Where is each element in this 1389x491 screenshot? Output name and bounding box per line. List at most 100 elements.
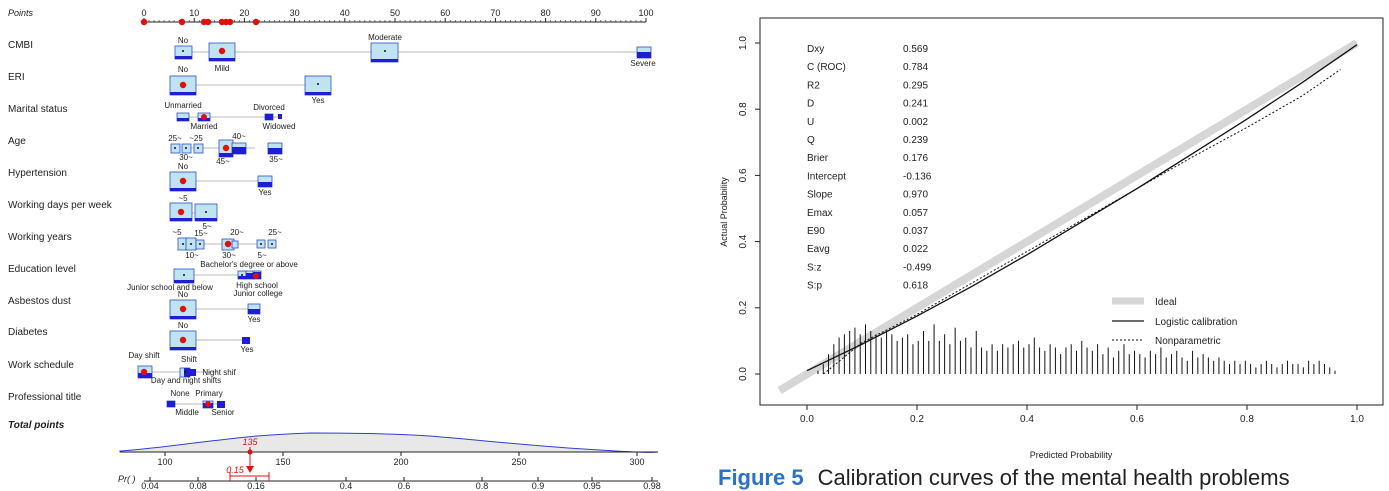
stat-name: D: [807, 99, 814, 110]
points-tick-label: 0: [141, 8, 146, 18]
stat-name: E90: [807, 226, 825, 237]
stat-name: Eavg: [807, 244, 830, 255]
var-label-eri: ERI: [8, 72, 25, 83]
stat-value: 0.970: [903, 190, 928, 201]
points-tick-label: 40: [340, 8, 350, 18]
pr-tick-label: 0.98: [643, 481, 661, 490]
var-label-asbestos: Asbestos dust: [8, 296, 71, 307]
var-label-work-schedule: Work schedule: [8, 360, 74, 371]
level-label: Divorced: [253, 103, 285, 112]
ideal-line: [777, 39, 1360, 395]
level-label: No: [178, 321, 189, 330]
level-label: Married: [190, 122, 217, 131]
stat-value: 0.295: [903, 80, 928, 91]
stat-name: Brier: [807, 153, 829, 164]
points-tick-label: 60: [440, 8, 450, 18]
x-tick-label: 0.6: [1130, 414, 1144, 425]
pr-tick-label: 0.4: [340, 481, 353, 490]
stat-name: Slope: [807, 190, 833, 201]
var-label-age: Age: [8, 136, 26, 147]
figure-caption-text: Calibration curves of the mental health …: [817, 465, 1290, 490]
logistic-calibration-line: [806, 44, 1358, 372]
level-label: Widowed: [263, 122, 296, 131]
level-label: 15~: [194, 229, 208, 238]
level-label: 25~: [168, 134, 182, 143]
level-label: Junior college: [233, 289, 283, 298]
total-points-label: Total points: [8, 420, 65, 431]
level-label: Yes: [247, 315, 260, 324]
level-label: Night shif: [202, 368, 236, 377]
nomogram: Points 0 10 20 30 40 50 60 70 80 90 100 CMBI ERI M…: [8, 8, 661, 490]
level-label: Day and night shifts: [151, 376, 221, 385]
legend-logistic-label: Logistic calibration: [1155, 317, 1237, 328]
level-label: ~25: [189, 134, 203, 143]
var-label-working-days: Working days per week: [8, 200, 113, 211]
points-tick-label: 50: [390, 8, 400, 18]
level-label: 5~: [257, 251, 266, 260]
stat-value: 0.176: [903, 153, 928, 164]
stat-value: 0.241: [903, 99, 928, 110]
stat-name: Emax: [807, 208, 833, 219]
level-label: Yes: [311, 96, 324, 105]
total-points-value: 135: [242, 437, 258, 447]
level-label: 20~: [230, 228, 244, 237]
level-label: 35~: [269, 155, 283, 164]
points-row-label: Points: [8, 8, 34, 18]
stat-name: Q: [807, 135, 815, 146]
stat-value: 0.057: [903, 208, 928, 219]
level-boxes: [137, 42, 652, 409]
calibration-chart: 0.0 0.2 0.4 0.6 0.8 1.0 0.0 0.2 0.4 0.6 0.8 1.0 Pr…: [719, 17, 1384, 460]
var-label-hypertension: Hypertension: [8, 168, 67, 179]
level-label: No: [178, 36, 189, 45]
x-tick-label: 0.2: [910, 414, 924, 425]
total-tick-label: 300: [629, 457, 644, 467]
total-tick-label: 250: [511, 457, 526, 467]
var-label-professional-title: Professional title: [8, 392, 82, 403]
y-tick-label: 0.0: [738, 367, 749, 381]
level-label: 45~: [216, 157, 230, 166]
pr-tick-label: 0.6: [398, 481, 411, 490]
level-label: 5~: [202, 222, 211, 231]
level-label: Unmarried: [164, 101, 201, 110]
legend: Ideal Logistic calibration Nonparametric: [1112, 297, 1237, 347]
level-label: ~5: [172, 228, 182, 237]
points-tick-label: 20: [239, 8, 249, 18]
pr-tick-label: 0.16: [247, 481, 265, 490]
x-tick-label: 0.4: [1020, 414, 1034, 425]
nonparametric-line: [823, 69, 1341, 375]
level-label: No: [178, 65, 189, 74]
var-label-working-years: Working years: [8, 232, 72, 243]
level-label: 10~: [185, 251, 199, 260]
stat-name: U: [807, 117, 814, 128]
pr-tick-label: 0.95: [583, 481, 601, 490]
stat-value: 0.002: [903, 117, 928, 128]
points-tick-label: 70: [490, 8, 500, 18]
y-axis-ticks: 0.0 0.2 0.4 0.6 0.8 1.0: [738, 36, 760, 381]
points-dots: [140, 18, 260, 26]
level-label: Shift: [181, 355, 198, 364]
y-tick-label: 0.8: [738, 102, 749, 116]
stat-name: S:z: [807, 262, 821, 273]
pr-tick-label: 0.8: [476, 481, 489, 490]
level-label: 40~: [232, 132, 246, 141]
legend-nonparametric-label: Nonparametric: [1155, 336, 1221, 347]
pr-tick-label: 0.08: [189, 481, 207, 490]
total-points-marker-dot: [247, 449, 253, 455]
level-label: Bachelor's degree or above: [200, 260, 298, 269]
var-label-diabetes: Diabetes: [8, 327, 47, 338]
figure-caption: Figure 5 Calibration curves of the mental…: [718, 465, 1290, 491]
stat-value: 0.618: [903, 281, 928, 292]
stat-value: 0.569: [903, 44, 928, 55]
stat-value: -0.499: [903, 262, 932, 273]
level-labels: No Mild Moderate Severe No Yes Unmarried…: [127, 33, 656, 417]
calibration-series: [777, 39, 1360, 395]
x-tick-label: 0.0: [800, 414, 814, 425]
level-label: No: [178, 162, 189, 171]
x-axis-label: Predicted Probability: [1030, 450, 1113, 460]
level-label: 30~: [179, 153, 193, 162]
total-points-ticks: 100 150 200 250 300: [157, 452, 645, 467]
y-tick-label: 1.0: [738, 36, 749, 50]
total-tick-label: 200: [393, 457, 408, 467]
level-label: Primary: [195, 389, 223, 398]
